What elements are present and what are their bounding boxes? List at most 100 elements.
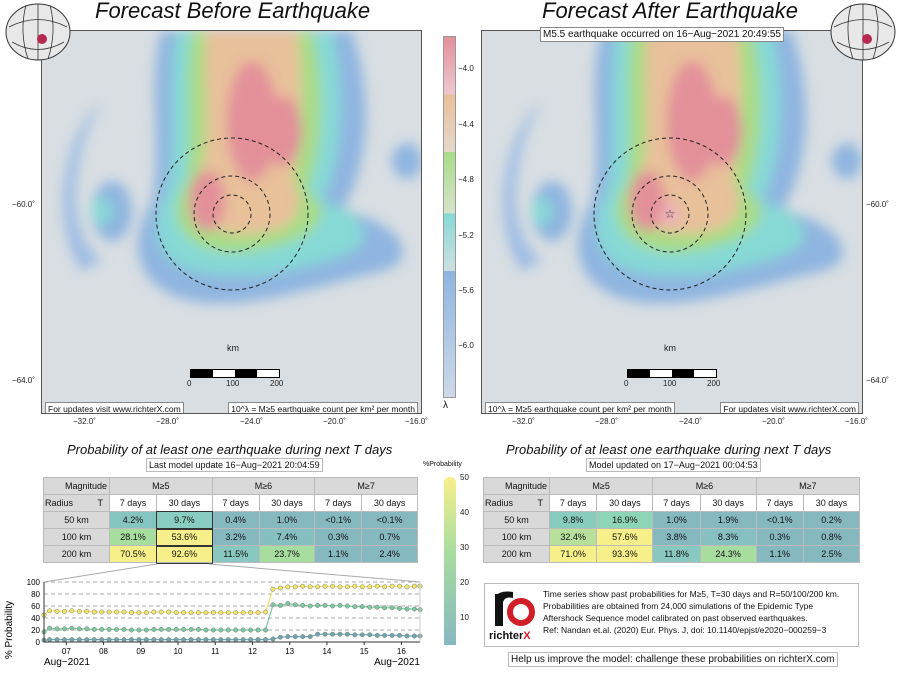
data-point [54,608,60,614]
data-point [270,602,276,608]
mag-header: M≥5 [109,477,213,495]
series-line [43,633,420,641]
help-link[interactable]: Help us improve the model: challenge the… [508,652,838,667]
callout-line [208,563,421,583]
prob-tick: 30 [460,543,469,552]
scale-tick-200: 200 [270,379,284,388]
updates-note[interactable]: For updates visit www.richterX.com [45,402,184,413]
radius-label: 100 km [43,528,110,546]
data-point [136,637,142,643]
data-point [307,634,313,640]
data-point [315,631,321,637]
data-point [374,583,380,589]
data-point [263,627,268,633]
data-point [240,627,246,633]
x-tick-label: 12 [248,647,257,656]
data-point [129,610,134,616]
prob-cell: 24.3% [699,545,757,563]
data-point [114,626,120,632]
prob-cell: 0.4% [211,511,260,529]
lambda-tick: −4.0 [458,64,474,73]
updates-note[interactable]: For updates visit www.richterX.com [720,402,859,413]
data-point [225,610,231,616]
lambda-tick: −5.2 [458,231,474,240]
lon-tick-20: −20.0˚ [762,417,785,426]
data-point [143,627,149,633]
table-row: 50 km 9.8% 16.9% 1.0% 1.9% <0.1% 0.2% [483,511,861,529]
data-point [196,626,201,632]
y-tick-label: 20 [31,626,40,635]
radius-label: 50 km [483,511,550,529]
table-row: 200 km 71.0% 93.3% 11.8% 24.3% 1.1% 2.5% [483,545,861,563]
radius-circle-200km [593,137,747,291]
t-header: T [97,498,104,508]
data-point [76,637,82,643]
x-tick-label: 16 [397,647,406,656]
data-point [300,602,306,608]
data-point [62,626,67,632]
prob-tick: 10 [460,613,469,622]
data-point [62,608,67,614]
data-point [270,586,276,592]
data-point [188,626,194,632]
data-point [196,610,201,616]
prob-cell: <0.1% [361,511,418,529]
left-map-title: Forecast Before Earthquake [95,0,371,23]
lon-tick-32: −32.0˚ [512,417,535,426]
data-point [69,608,75,614]
data-point [121,609,127,615]
data-point [315,602,321,608]
data-point [129,637,134,643]
prob-cell: 0.7% [361,528,418,546]
radius-label: 100 km [483,528,550,546]
radius-circle-200km [155,137,309,291]
data-point [359,584,365,590]
x-tick-label: 11 [211,647,220,656]
prob-cell: 0.8% [802,528,861,546]
data-point [389,583,395,589]
prob-cell: 7.4% [258,528,316,546]
data-point [99,626,105,632]
data-point [330,631,335,637]
right-prob-title: Probability of at least one earthquake d… [506,442,832,457]
lon-tick-32: −32.0˚ [73,417,96,426]
data-point [143,610,149,616]
table-row: 100 km 32.4% 57.6% 3.8% 8.3% 0.3% 0.8% [483,528,861,546]
data-point [382,584,388,590]
lambda-label: λ [443,400,448,411]
data-point [337,584,343,590]
data-point [203,610,209,616]
mag-header: M≥7 [314,477,418,495]
prob-cell-selected: 9.7% [155,510,214,530]
left-forecast-map[interactable]: km 0 100 200 For updates visit www.richt… [41,30,422,414]
data-point [330,583,335,589]
mag-header: M≥6 [211,477,316,495]
data-point [76,608,82,614]
x-end-label: Aug−2021 [374,657,420,668]
data-point [218,610,224,616]
period-header: 30 days [802,494,861,512]
info-text: Time series show past probabilities for … [543,589,840,635]
prob-cell: <0.1% [314,511,363,529]
prob-cell: 23.7% [258,545,316,563]
left-globe-icon [5,3,71,61]
right-map-heatmap: ☆ [503,31,862,304]
data-point [255,610,261,616]
lon-tick-20: −20.0˚ [323,417,346,426]
scale-tick-0: 0 [624,379,629,388]
x-tick-label: 08 [99,647,108,656]
left-probability-table: Magnitude M≥5 M≥6 M≥7 Radius T 7 days 30 … [43,477,418,564]
x-tick-label: 14 [322,647,331,656]
data-point [106,637,112,643]
x-tick-label: 10 [174,647,183,656]
radius-label: 50 km [43,511,110,529]
scale-tick-100: 100 [226,379,240,388]
right-forecast-map[interactable]: ☆ km 0 100 200 10^λ = M≥5 earthquake cou… [481,30,863,414]
prob-cell: 1.9% [699,511,757,529]
data-point [359,632,365,638]
data-point [114,609,120,615]
data-point [389,605,395,611]
data-point [91,626,97,632]
data-point [69,637,75,643]
period-header: 30 days [258,494,316,512]
